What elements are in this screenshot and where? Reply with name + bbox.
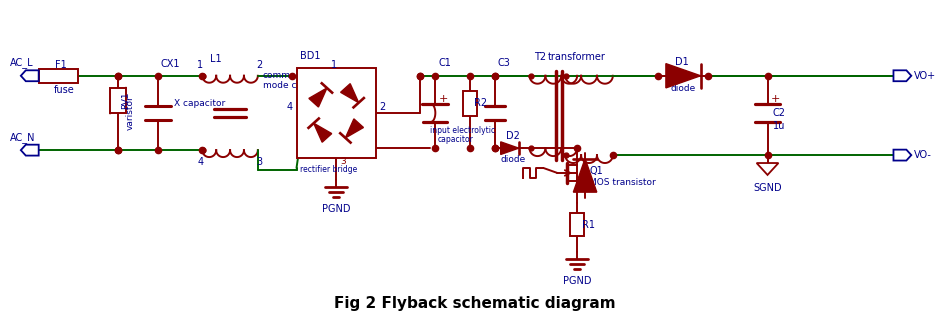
Polygon shape <box>501 142 519 154</box>
Text: RV1: RV1 <box>121 92 130 109</box>
Text: 4: 4 <box>287 102 293 112</box>
Text: 2: 2 <box>379 102 385 112</box>
Text: Q1: Q1 <box>589 166 603 176</box>
Text: transformer: transformer <box>547 52 605 62</box>
Polygon shape <box>21 145 39 156</box>
Text: D1: D1 <box>675 57 689 67</box>
Text: L1: L1 <box>210 54 222 64</box>
Text: 1: 1 <box>198 60 203 70</box>
Bar <box>110 88 126 114</box>
Text: capacitor: capacitor <box>437 135 473 144</box>
Text: 3: 3 <box>340 157 346 166</box>
Text: +: + <box>770 94 780 104</box>
Polygon shape <box>314 123 332 142</box>
Polygon shape <box>346 119 364 138</box>
Polygon shape <box>666 64 700 88</box>
Text: MOS transistor: MOS transistor <box>589 178 656 187</box>
Text: AC_N: AC_N <box>10 132 35 143</box>
Text: diode: diode <box>501 155 526 164</box>
Bar <box>463 91 477 117</box>
Text: 4: 4 <box>198 157 203 167</box>
Text: 1u: 1u <box>772 121 785 131</box>
Text: X capacitor: X capacitor <box>174 99 225 108</box>
Text: R2: R2 <box>474 98 487 108</box>
Text: diode: diode <box>671 84 695 93</box>
Text: VO-: VO- <box>914 150 932 160</box>
Text: PGND: PGND <box>322 204 351 214</box>
Text: C2: C2 <box>772 108 786 118</box>
Polygon shape <box>756 163 778 175</box>
Bar <box>296 68 376 158</box>
Text: rectifier bridge: rectifier bridge <box>300 165 358 175</box>
Text: R1: R1 <box>582 219 595 229</box>
Text: T2: T2 <box>535 52 546 62</box>
Text: mode choke: mode choke <box>263 81 318 90</box>
Text: common: common <box>263 71 302 80</box>
Polygon shape <box>309 88 327 107</box>
Bar <box>39 69 78 83</box>
Polygon shape <box>574 159 597 192</box>
Polygon shape <box>893 70 911 81</box>
Text: fuse: fuse <box>53 85 74 95</box>
Text: 2: 2 <box>256 60 263 70</box>
Text: +: + <box>438 94 447 104</box>
Text: SGND: SGND <box>753 183 782 193</box>
Text: C1: C1 <box>438 58 451 68</box>
Polygon shape <box>21 70 39 81</box>
Text: Fig 2 Flyback schematic diagram: Fig 2 Flyback schematic diagram <box>334 296 616 311</box>
Text: D2: D2 <box>505 131 520 141</box>
Text: PGND: PGND <box>563 276 592 286</box>
Polygon shape <box>893 150 911 161</box>
Polygon shape <box>341 84 359 103</box>
Text: CX1: CX1 <box>161 59 180 69</box>
Text: 3: 3 <box>256 157 263 167</box>
Text: VO+: VO+ <box>914 71 937 81</box>
Text: AC_L: AC_L <box>10 57 33 68</box>
Text: C3: C3 <box>498 58 511 68</box>
Text: varistor: varistor <box>125 96 134 130</box>
Text: input electrolytic: input electrolytic <box>430 126 496 135</box>
Text: BD1: BD1 <box>300 51 321 61</box>
Text: F1: F1 <box>54 60 66 70</box>
Bar <box>570 212 584 236</box>
Text: 1: 1 <box>332 60 337 70</box>
